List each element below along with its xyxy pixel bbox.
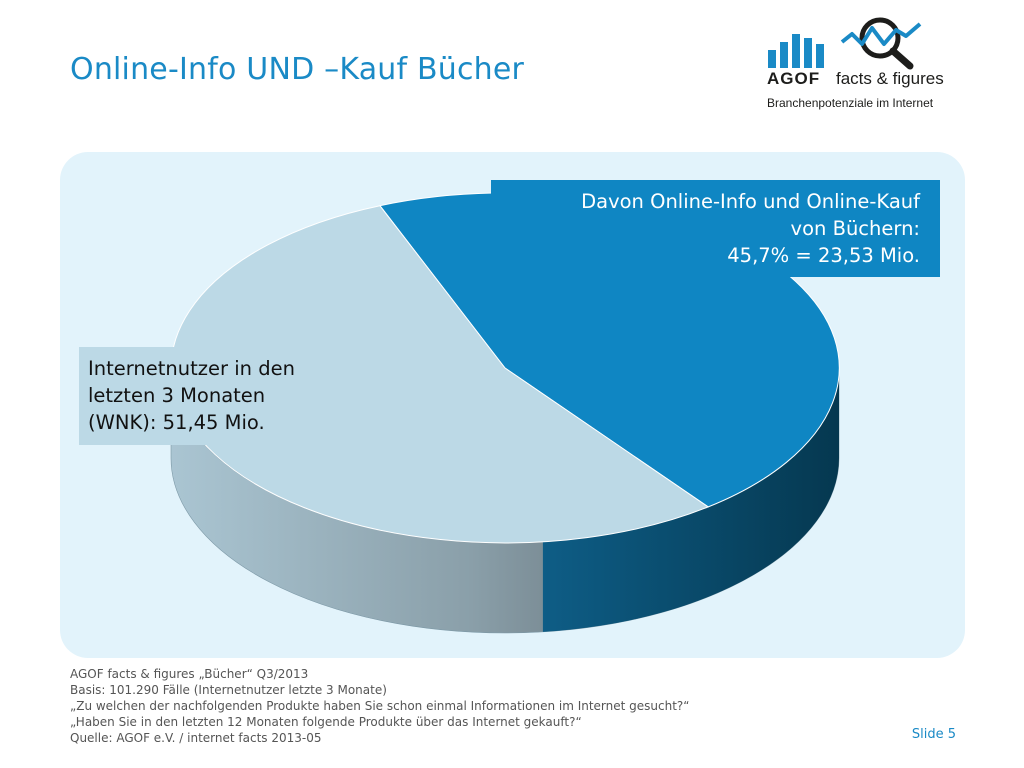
- footer-line: Quelle: AGOF e.V. / internet facts 2013-…: [70, 731, 322, 745]
- logo-tagline: facts & figures: [836, 69, 944, 88]
- logo-bar-icon: [768, 50, 776, 68]
- logo-bar-icon: [816, 44, 824, 68]
- callout-internetnutzer-line: Internetnutzer in den: [88, 357, 295, 380]
- callout-internetnutzer: Internetnutzer in den letzten 3 Monaten …: [79, 347, 377, 445]
- footer-line: „Haben Sie in den letzten 12 Monaten fol…: [70, 715, 582, 729]
- trend-line-icon: [840, 22, 922, 46]
- page-title: Online-Info UND –Kauf Bücher: [70, 52, 525, 87]
- footer-line: „Zu welchen der nachfolgenden Produkte h…: [70, 699, 690, 713]
- callout-internetnutzer-line: letzten 3 Monaten: [88, 384, 266, 407]
- callout-online-kauf-line: Davon Online-Info und Online-Kauf: [581, 190, 920, 213]
- logo-bar-icon: [780, 42, 788, 68]
- logo-brand: AGOF: [767, 69, 821, 88]
- logo-subtitle: Branchenpotenziale im Internet: [767, 96, 934, 110]
- callout-online-kauf-value: 45,7% = 23,53 Mio.: [727, 244, 920, 267]
- callout-online-kauf-line: von Büchern:: [790, 217, 920, 240]
- slide-number: Slide 5: [911, 727, 956, 742]
- logo-bar-icon: [804, 38, 812, 68]
- agof-logo: [768, 17, 922, 70]
- pie-slice-side-highlight: [542, 368, 839, 632]
- magnifier-icon: [859, 17, 901, 59]
- logo-bar-icon: [792, 34, 800, 68]
- pie-slice-internetnutzer: [170, 205, 710, 544]
- callout-internetnutzer-value: (WNK): 51,45 Mio.: [88, 411, 265, 434]
- footer-line: AGOF facts & figures „Bücher“ Q3/2013: [70, 667, 309, 681]
- footer-notes: AGOF facts & figures „Bücher“ Q3/2013 Ba…: [70, 666, 690, 746]
- footer-line: Basis: 101.290 Fälle (Internetnutzer let…: [70, 683, 387, 697]
- callout-online-kauf: Davon Online-Info und Online-Kauf von Bü…: [491, 180, 940, 277]
